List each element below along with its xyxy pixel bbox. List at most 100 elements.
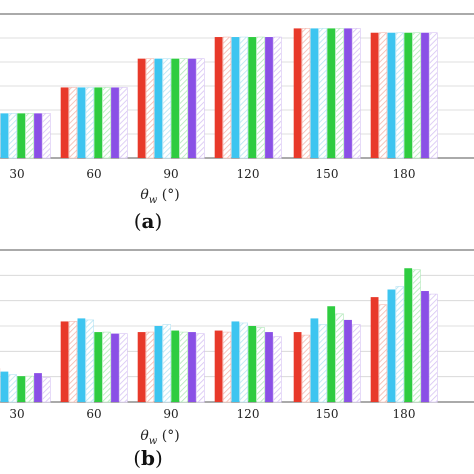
bar xyxy=(395,286,404,403)
bar xyxy=(68,321,78,403)
bar xyxy=(421,32,429,158)
bar xyxy=(335,28,344,159)
bar xyxy=(214,330,223,402)
bar xyxy=(34,373,42,402)
x-axis-title: θw (°) xyxy=(140,187,179,206)
bar xyxy=(231,321,240,402)
bar xyxy=(17,376,26,402)
bar xyxy=(404,32,413,158)
bar xyxy=(318,324,327,403)
bar xyxy=(378,304,388,403)
x-tick-label: 120 xyxy=(237,167,260,181)
bar xyxy=(395,32,404,159)
x-axis-title: θw (°) xyxy=(140,428,179,447)
bar xyxy=(352,324,361,403)
bar xyxy=(17,113,26,158)
panel-label: (a) xyxy=(134,209,163,233)
x-tick-label: 90 xyxy=(163,407,178,421)
bar xyxy=(301,28,311,159)
bar xyxy=(265,37,273,158)
bar xyxy=(301,334,311,403)
bar xyxy=(85,87,95,159)
bar xyxy=(111,87,119,158)
bar xyxy=(404,268,413,402)
x-tick-label: 180 xyxy=(393,167,416,181)
bar xyxy=(188,332,196,402)
x-tick-label: 90 xyxy=(163,167,178,181)
bar xyxy=(293,28,302,159)
bar xyxy=(85,319,95,403)
bar xyxy=(273,336,282,403)
bar xyxy=(327,28,336,159)
bar xyxy=(378,32,388,159)
bar xyxy=(352,28,361,159)
bar xyxy=(171,330,180,402)
bar xyxy=(25,375,34,403)
bar xyxy=(102,331,111,403)
bar xyxy=(421,291,429,402)
chart-panel-a: 30 60 90 120 150 180 θw (°) (a) xyxy=(0,13,474,233)
bar xyxy=(68,87,78,159)
bar xyxy=(162,324,171,403)
bar xyxy=(34,113,42,158)
bar xyxy=(239,36,248,159)
bar xyxy=(370,297,379,402)
bar xyxy=(256,36,265,159)
bar xyxy=(222,36,232,159)
bar xyxy=(265,332,273,402)
bar xyxy=(310,28,319,159)
bar xyxy=(248,326,257,402)
bar xyxy=(335,313,344,403)
bar xyxy=(137,58,146,158)
bar xyxy=(214,37,223,158)
bar xyxy=(412,32,421,159)
bar xyxy=(94,332,103,402)
bar xyxy=(8,374,17,403)
bar xyxy=(77,87,86,158)
x-tick-label: 30 xyxy=(9,407,24,421)
bar xyxy=(8,113,17,159)
bar xyxy=(188,58,196,158)
x-tick-label: 30 xyxy=(9,167,24,181)
bar xyxy=(179,58,188,159)
bar xyxy=(318,28,327,159)
bar xyxy=(344,28,352,159)
bar xyxy=(25,113,34,159)
bar xyxy=(94,87,103,158)
bar xyxy=(145,58,155,159)
bar xyxy=(429,293,438,403)
bar xyxy=(231,37,240,158)
bar xyxy=(310,318,319,402)
bar xyxy=(179,331,188,403)
chart-panel-b: 30 60 90 120 150 180 θw (°)(b) xyxy=(0,249,474,470)
bar xyxy=(429,32,438,159)
bar xyxy=(42,377,51,403)
bar xyxy=(77,318,86,402)
x-tick-label: 180 xyxy=(393,407,416,421)
bar xyxy=(111,333,119,402)
bar xyxy=(102,87,111,159)
bar xyxy=(137,332,146,402)
x-tick-label: 60 xyxy=(86,167,101,181)
bar xyxy=(293,332,302,402)
bar xyxy=(412,269,421,403)
bar xyxy=(273,36,282,159)
x-tick-label: 150 xyxy=(316,167,339,181)
bar xyxy=(60,87,69,158)
bar xyxy=(145,331,155,403)
bar xyxy=(119,87,128,159)
bar xyxy=(256,327,265,403)
bar xyxy=(327,306,336,402)
bar xyxy=(387,289,396,402)
bar xyxy=(42,113,51,159)
bar xyxy=(154,58,163,158)
bar xyxy=(344,319,352,402)
bar xyxy=(154,326,163,402)
bar xyxy=(60,321,69,402)
bar xyxy=(196,333,205,403)
x-tick-label: 60 xyxy=(86,407,101,421)
x-tick-label: 150 xyxy=(316,407,339,421)
bar xyxy=(0,113,9,158)
bar xyxy=(119,333,128,403)
